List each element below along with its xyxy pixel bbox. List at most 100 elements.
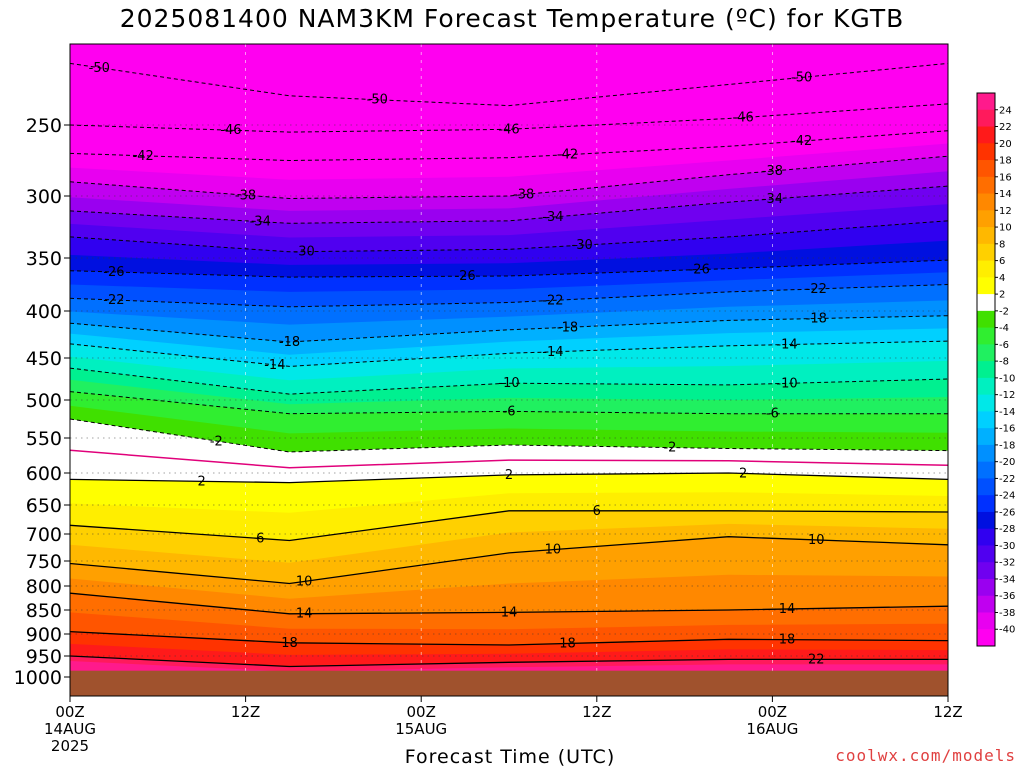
x-tick-label: 00Z xyxy=(758,703,787,721)
isotherm-label: -18 xyxy=(557,320,578,335)
isotherm-label: -42 xyxy=(791,134,812,149)
isotherm-label: -50 xyxy=(89,61,110,76)
isotherm-18 xyxy=(70,630,948,646)
isotherm-label: -46 xyxy=(220,123,241,138)
colorbar-label: -4 xyxy=(999,323,1009,334)
colorbar-swatch xyxy=(977,461,995,479)
isotherm-label: -34 xyxy=(762,192,783,207)
isotherm-label: -26 xyxy=(689,263,710,278)
isotherm-label: 6 xyxy=(593,504,601,519)
chart-title: 2025081400 NAM3KM Forecast Temperature (… xyxy=(119,4,905,33)
colorbar-swatch xyxy=(977,143,995,161)
isotherm-label: -42 xyxy=(557,148,578,163)
isotherm-label: 2 xyxy=(505,468,513,483)
colorbar-label: -26 xyxy=(999,507,1015,518)
x-tick-label: 15AUG xyxy=(395,720,447,738)
isotherm-label: 18 xyxy=(779,633,796,648)
colorbar-label: 10 xyxy=(999,223,1012,234)
isotherm-label: -18 xyxy=(279,335,300,350)
y-tick-label: 350 xyxy=(26,248,62,270)
colorbar-swatch xyxy=(977,428,995,446)
y-tick-label: 250 xyxy=(26,115,62,137)
colorbar-label: -28 xyxy=(999,524,1015,535)
colorbar-swatch xyxy=(977,545,995,563)
isotherm--6 xyxy=(70,391,948,415)
isotherm-label: -18 xyxy=(806,312,827,327)
colorbar-label: -40 xyxy=(999,625,1015,636)
isotherm-label: -6 xyxy=(766,407,779,422)
colorbar-swatch xyxy=(977,126,995,144)
colorbar-swatch xyxy=(977,361,995,379)
colorbar-swatch xyxy=(977,109,995,128)
colorbar-swatch xyxy=(977,227,995,245)
isotherm-label: 10 xyxy=(296,575,313,590)
y-tick-label: 950 xyxy=(26,646,62,668)
colorbar-label: 6 xyxy=(999,256,1005,267)
source-credit[interactable]: coolwx.com/models xyxy=(835,746,1016,765)
y-tick-label: 650 xyxy=(26,495,62,517)
colorbar-label: -34 xyxy=(999,574,1015,585)
isotherm-label: -38 xyxy=(235,188,256,203)
colorbar-swatch xyxy=(977,344,995,362)
isotherm-label: -38 xyxy=(513,188,534,203)
isotherm-label: -50 xyxy=(791,70,812,85)
y-tick-label: 300 xyxy=(26,186,62,208)
colorbar-swatch xyxy=(977,595,995,613)
x-tick-label: 12Z xyxy=(231,703,260,721)
y-tick-label: 500 xyxy=(26,390,62,412)
isotherm-label: -14 xyxy=(542,345,563,360)
colorbar-swatch xyxy=(977,294,995,312)
ground-fill xyxy=(70,670,948,696)
isotherm-label: 14 xyxy=(501,605,518,620)
isotherm-label: 22 xyxy=(808,652,825,667)
x-tick-label: 12Z xyxy=(933,703,962,721)
isotherm-14 xyxy=(70,592,948,615)
colorbar-swatch xyxy=(977,478,995,496)
colorbar-swatch xyxy=(977,495,995,513)
colorbar-swatch xyxy=(977,528,995,546)
colorbar-label: -38 xyxy=(999,608,1015,619)
isotherm-label: -46 xyxy=(733,111,754,126)
colorbar-swatch xyxy=(977,411,995,429)
x-tick-label: 00Z xyxy=(55,703,84,721)
isotherm-label: 14 xyxy=(779,602,796,617)
colorbar-label: -20 xyxy=(999,457,1015,468)
colorbar-label: -30 xyxy=(999,541,1015,552)
colorbar-label: 4 xyxy=(999,273,1005,284)
colorbar-swatch xyxy=(977,562,995,580)
colorbar-label: 8 xyxy=(999,239,1005,250)
colorbar-swatch xyxy=(977,394,995,412)
colorbar-swatch xyxy=(977,210,995,228)
isotherm--10 xyxy=(70,367,948,395)
isotherm-22 xyxy=(70,655,948,668)
colorbar-label: -32 xyxy=(999,558,1015,569)
y-tick-label: 600 xyxy=(26,463,62,485)
isotherm-label: -22 xyxy=(806,282,827,297)
isotherm-label: 2 xyxy=(198,474,206,489)
colorbar-label: 22 xyxy=(999,122,1012,133)
x-axis-title: Forecast Time (UTC) xyxy=(404,746,616,768)
y-tick-label: 750 xyxy=(26,551,62,573)
colorbar-label: 20 xyxy=(999,139,1012,150)
colorbar-swatch xyxy=(977,93,995,111)
isotherm-label: 18 xyxy=(559,636,576,651)
isotherm-label: -10 xyxy=(776,376,797,391)
colorbar-label: -10 xyxy=(999,373,1015,384)
isotherm-label: 10 xyxy=(808,533,825,548)
isotherm-label: -14 xyxy=(264,358,285,373)
x-tick-label: 2025 xyxy=(51,737,89,755)
isotherm--50 xyxy=(70,62,948,107)
isotherm-label: 2 xyxy=(739,466,747,481)
colorbar-label: -12 xyxy=(999,390,1015,401)
colorbar-label: 24 xyxy=(999,105,1012,116)
colorbar-swatch xyxy=(977,160,995,178)
colorbar-swatch xyxy=(977,377,995,396)
colorbar-swatch xyxy=(977,444,995,463)
colorbar-swatch xyxy=(977,277,995,295)
x-tick-label: 00Z xyxy=(407,703,436,721)
isotherm-label: -46 xyxy=(498,122,519,137)
colorbar-swatch xyxy=(977,176,995,195)
isotherm-label: -26 xyxy=(103,265,124,280)
isotherm-label: 14 xyxy=(296,607,313,622)
